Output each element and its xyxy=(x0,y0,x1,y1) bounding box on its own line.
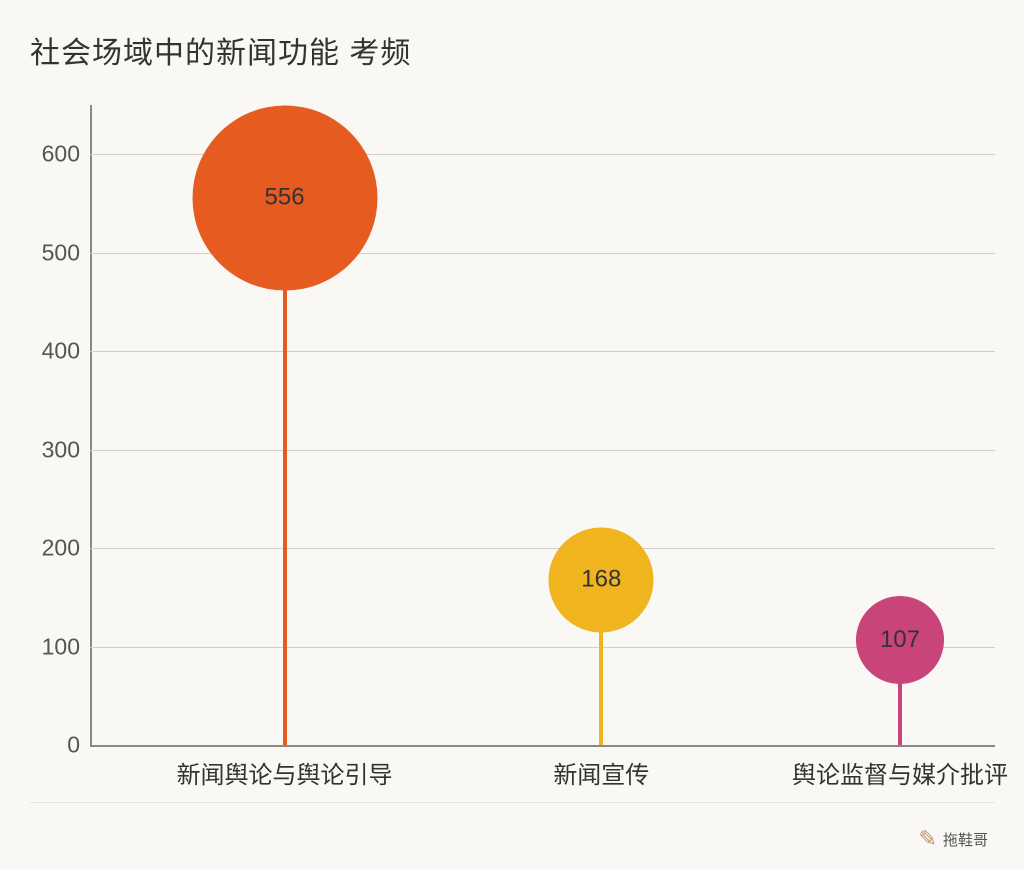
ytick-label: 100 xyxy=(42,633,80,660)
lollipop-bubble: 556 xyxy=(192,105,377,290)
ytick-label: 600 xyxy=(42,141,80,168)
bubble-value: 556 xyxy=(265,184,305,212)
separator-line xyxy=(30,802,995,803)
bubble-value: 168 xyxy=(581,566,621,594)
chart-area: 556168107 0100200300400500600新闻舆论与舆论引导新闻… xyxy=(30,105,995,785)
gridline xyxy=(90,450,995,451)
ytick-label: 300 xyxy=(42,436,80,463)
flame-icon: ✎ xyxy=(919,826,937,852)
gridline xyxy=(90,351,995,352)
ytick-label: 0 xyxy=(67,732,80,759)
bubble-value: 107 xyxy=(880,626,920,654)
chart-title: 社会场域中的新闻功能 考频 xyxy=(30,28,411,72)
footer-logo: ✎ 拖鞋哥 xyxy=(919,826,994,852)
xtick-label: 新闻宣传 xyxy=(553,755,649,790)
plot-region: 556 168 107 xyxy=(90,105,995,745)
lollipop-bubble: 107 xyxy=(856,596,944,684)
xtick-label: 舆论监督与媒介批评 xyxy=(792,755,1008,790)
y-axis xyxy=(90,105,92,745)
xtick-label: 新闻舆论与舆论引导 xyxy=(177,755,393,790)
lollipop-bubble: 168 xyxy=(549,527,654,632)
gridline xyxy=(90,548,995,549)
x-axis xyxy=(90,745,995,747)
ytick-label: 500 xyxy=(42,239,80,266)
ytick-label: 400 xyxy=(42,338,80,365)
ytick-label: 200 xyxy=(42,535,80,562)
logo-text: 拖鞋哥 xyxy=(943,829,988,850)
